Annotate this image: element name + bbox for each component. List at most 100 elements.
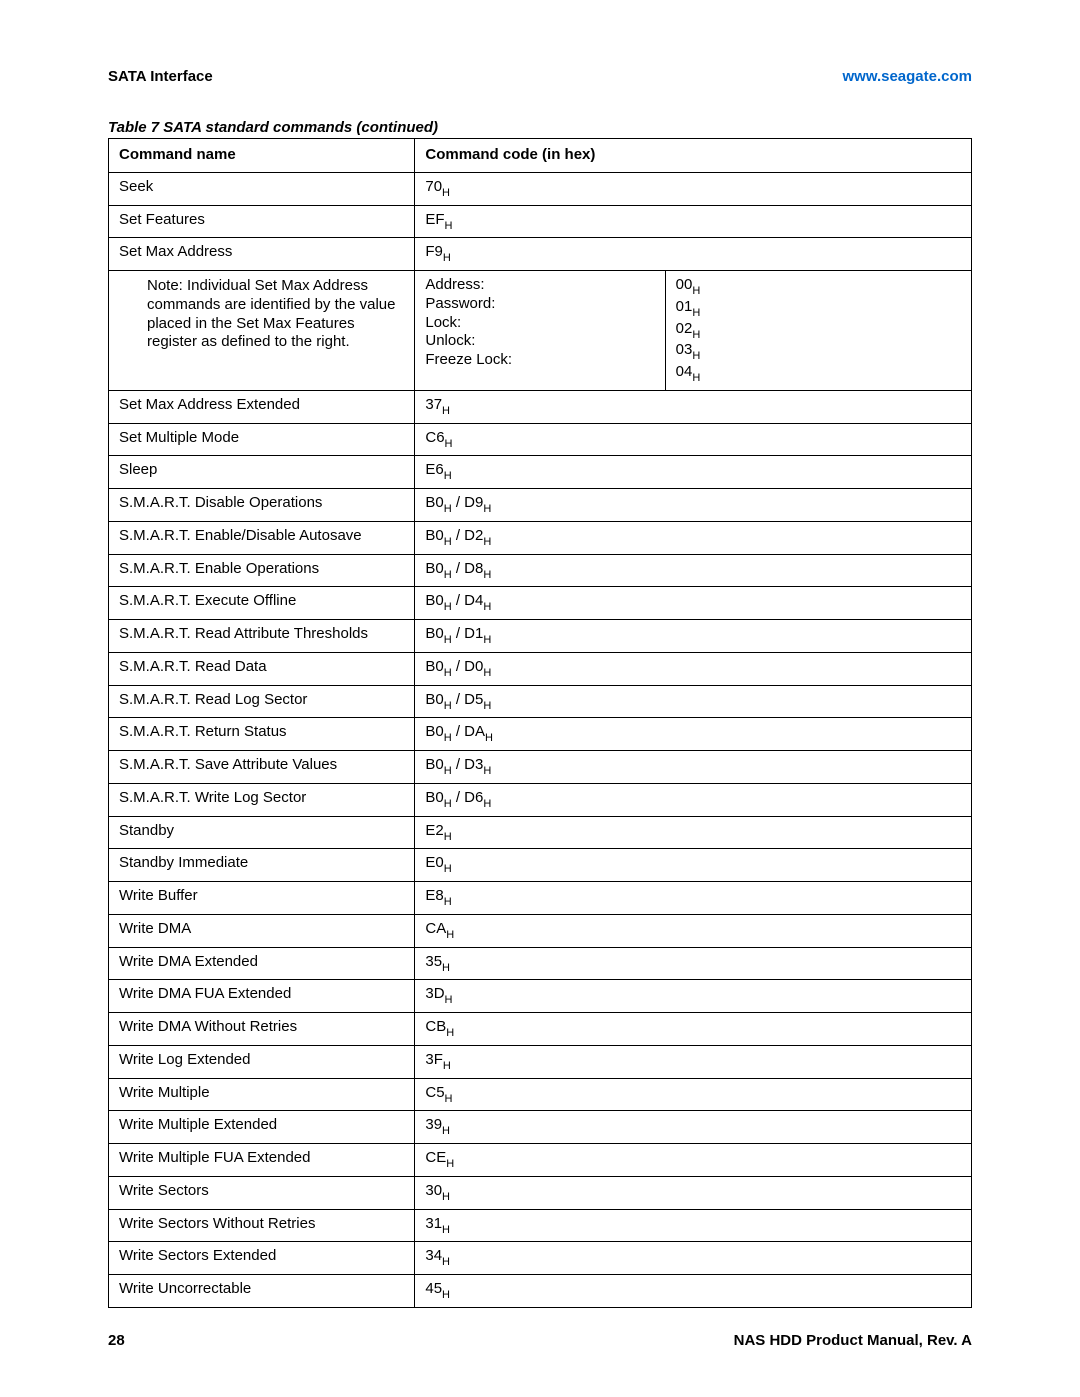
table-row: S.M.A.R.T. Enable OperationsB0H / D8H [109, 554, 972, 587]
command-code: C6H [415, 423, 972, 456]
footer-title: NAS HDD Product Manual, Rev. A [734, 1332, 972, 1349]
table-row: Write Sectors Extended34H [109, 1242, 972, 1275]
command-code: CBH [415, 1013, 972, 1046]
table-row: S.M.A.R.T. Execute OfflineB0H / D4H [109, 587, 972, 620]
table-row: S.M.A.R.T. Read Log SectorB0H / D5H [109, 685, 972, 718]
command-name: Write Sectors Extended [109, 1242, 415, 1275]
command-code: B0H / D9H [415, 489, 972, 522]
command-code: B0H / D2H [415, 521, 972, 554]
table-caption: Table 7 SATA standard commands (continue… [108, 119, 972, 136]
table-row: Set Multiple ModeC6H [109, 423, 972, 456]
table-row: Set Max AddressF9H [109, 238, 972, 271]
command-code: 37H [415, 390, 972, 423]
command-name: Write Uncorrectable [109, 1275, 415, 1308]
col-header-code: Command code (in hex) [415, 139, 972, 173]
table-row: Write BufferE8H [109, 882, 972, 915]
table-row: StandbyE2H [109, 816, 972, 849]
table-header-row: Command name Command code (in hex) [109, 139, 972, 173]
footer-page-number: 28 [108, 1332, 125, 1349]
command-code: E8H [415, 882, 972, 915]
command-code: B0H / D8H [415, 554, 972, 587]
command-name: Standby [109, 816, 415, 849]
command-name: Set Multiple Mode [109, 423, 415, 456]
table-row: Write Uncorrectable45H [109, 1275, 972, 1308]
command-code: 45H [415, 1275, 972, 1308]
command-name: S.M.A.R.T. Return Status [109, 718, 415, 751]
command-name: S.M.A.R.T. Save Attribute Values [109, 751, 415, 784]
command-code: E2H [415, 816, 972, 849]
col-header-name: Command name [109, 139, 415, 173]
command-name: Write DMA FUA Extended [109, 980, 415, 1013]
command-name: Write Log Extended [109, 1045, 415, 1078]
table-row: Seek70H [109, 172, 972, 205]
table-row: Write DMA FUA Extended3DH [109, 980, 972, 1013]
command-name: S.M.A.R.T. Enable/Disable Autosave [109, 521, 415, 554]
table-row: Write DMA Extended35H [109, 947, 972, 980]
command-code: 3FH [415, 1045, 972, 1078]
command-code: 70H [415, 172, 972, 205]
header-section-title: SATA Interface [108, 68, 213, 85]
table-row: Set Max Address Extended37H [109, 390, 972, 423]
command-code: 30H [415, 1176, 972, 1209]
command-name: Write Sectors Without Retries [109, 1209, 415, 1242]
command-name: Write DMA Without Retries [109, 1013, 415, 1046]
command-code: B0H / D0H [415, 652, 972, 685]
table-row: S.M.A.R.T. Write Log SectorB0H / D6H [109, 783, 972, 816]
command-name: Set Max Address [109, 238, 415, 271]
command-name: S.M.A.R.T. Enable Operations [109, 554, 415, 587]
command-code: B0H / D6H [415, 783, 972, 816]
command-code: CAH [415, 914, 972, 947]
command-name: Write Multiple FUA Extended [109, 1144, 415, 1177]
table-row: Write DMA Without RetriesCBH [109, 1013, 972, 1046]
table-row: Write DMACAH [109, 914, 972, 947]
command-name: Set Features [109, 205, 415, 238]
page: SATA Interface www.seagate.com Table 7 S… [0, 0, 1080, 1397]
table-row: Set FeaturesEFH [109, 205, 972, 238]
command-name: S.M.A.R.T. Write Log Sector [109, 783, 415, 816]
command-code: 35H [415, 947, 972, 980]
command-code: 3DH [415, 980, 972, 1013]
command-code: 39H [415, 1111, 972, 1144]
command-code: C5H [415, 1078, 972, 1111]
command-name: Set Max Address Extended [109, 390, 415, 423]
command-code: E6H [415, 456, 972, 489]
commands-table: Command name Command code (in hex) Seek7… [108, 138, 972, 1308]
command-code: B0H / D4H [415, 587, 972, 620]
command-name: Seek [109, 172, 415, 205]
table-row: Write MultipleC5H [109, 1078, 972, 1111]
table-row: Note: Individual Set Max Address command… [109, 271, 972, 391]
table-row: S.M.A.R.T. Enable/Disable AutosaveB0H / … [109, 521, 972, 554]
note-codes: 00H01H02H03H04H [665, 271, 971, 391]
command-code: CEH [415, 1144, 972, 1177]
command-code: B0H / DAH [415, 718, 972, 751]
note-cell: Note: Individual Set Max Address command… [109, 271, 415, 391]
table-row: Standby ImmediateE0H [109, 849, 972, 882]
table-row: SleepE6H [109, 456, 972, 489]
command-code: B0H / D3H [415, 751, 972, 784]
command-name: S.M.A.R.T. Read Log Sector [109, 685, 415, 718]
table-row: Write Multiple Extended39H [109, 1111, 972, 1144]
header-link[interactable]: www.seagate.com [843, 68, 973, 85]
command-name: Write Multiple Extended [109, 1111, 415, 1144]
command-name: Standby Immediate [109, 849, 415, 882]
table-row: S.M.A.R.T. Disable OperationsB0H / D9H [109, 489, 972, 522]
table-row: S.M.A.R.T. Return StatusB0H / DAH [109, 718, 972, 751]
command-name: S.M.A.R.T. Read Data [109, 652, 415, 685]
table-row: Write Sectors30H [109, 1176, 972, 1209]
page-header: SATA Interface www.seagate.com [108, 68, 972, 85]
command-code: EFH [415, 205, 972, 238]
table-row: S.M.A.R.T. Read DataB0H / D0H [109, 652, 972, 685]
command-name: Sleep [109, 456, 415, 489]
table-row: S.M.A.R.T. Read Attribute ThresholdsB0H … [109, 620, 972, 653]
command-code: B0H / D1H [415, 620, 972, 653]
command-code: F9H [415, 238, 972, 271]
table-body: Seek70HSet FeaturesEFHSet Max AddressF9H… [109, 172, 972, 1307]
command-code: 31H [415, 1209, 972, 1242]
command-name: Write Multiple [109, 1078, 415, 1111]
command-code: B0H / D5H [415, 685, 972, 718]
table-row: Write Sectors Without Retries31H [109, 1209, 972, 1242]
command-name: Write Buffer [109, 882, 415, 915]
command-name: S.M.A.R.T. Execute Offline [109, 587, 415, 620]
table-row: S.M.A.R.T. Save Attribute ValuesB0H / D3… [109, 751, 972, 784]
table-row: Write Multiple FUA ExtendedCEH [109, 1144, 972, 1177]
